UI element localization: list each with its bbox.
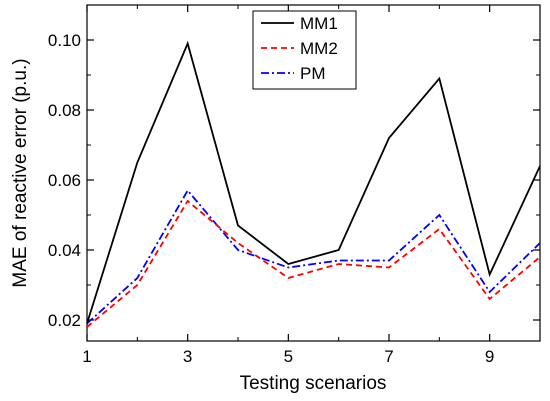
y-axis-title: MAE of reactive error (p.u.): [10, 58, 31, 287]
legend: MM1 MM2 PM: [252, 10, 357, 90]
y-tick-label: 0.08: [48, 101, 81, 120]
series-line-pm: [86, 188, 541, 325]
y-axis: 0.02 0.04 0.06 0.08 0.10: [48, 31, 540, 330]
x-tick-label: 1: [82, 347, 91, 366]
x-axis: 1 3 5 7 9: [82, 5, 541, 366]
x-tick-label: 7: [384, 347, 393, 366]
y-tick-label: 0.02: [48, 311, 81, 330]
legend-label-mm2: MM2: [300, 39, 338, 58]
y-tick-label: 0.04: [48, 241, 81, 260]
series-layer: [86, 40, 541, 328]
legend-label-mm1: MM1: [300, 14, 338, 33]
series-line-mm1: [86, 40, 541, 324]
y-tick-label: 0.06: [48, 171, 81, 190]
plot-frame: [86, 4, 541, 342]
x-tick-label: 3: [183, 347, 192, 366]
legend-label-pm: PM: [300, 64, 326, 83]
x-tick-label: 5: [284, 347, 293, 366]
x-tick-label: 9: [485, 347, 494, 366]
y-tick-label: 0.10: [48, 31, 81, 50]
legend-box: [252, 10, 357, 90]
series-line-mm2: [86, 199, 541, 328]
x-axis-title: Testing scenarios: [240, 373, 387, 394]
